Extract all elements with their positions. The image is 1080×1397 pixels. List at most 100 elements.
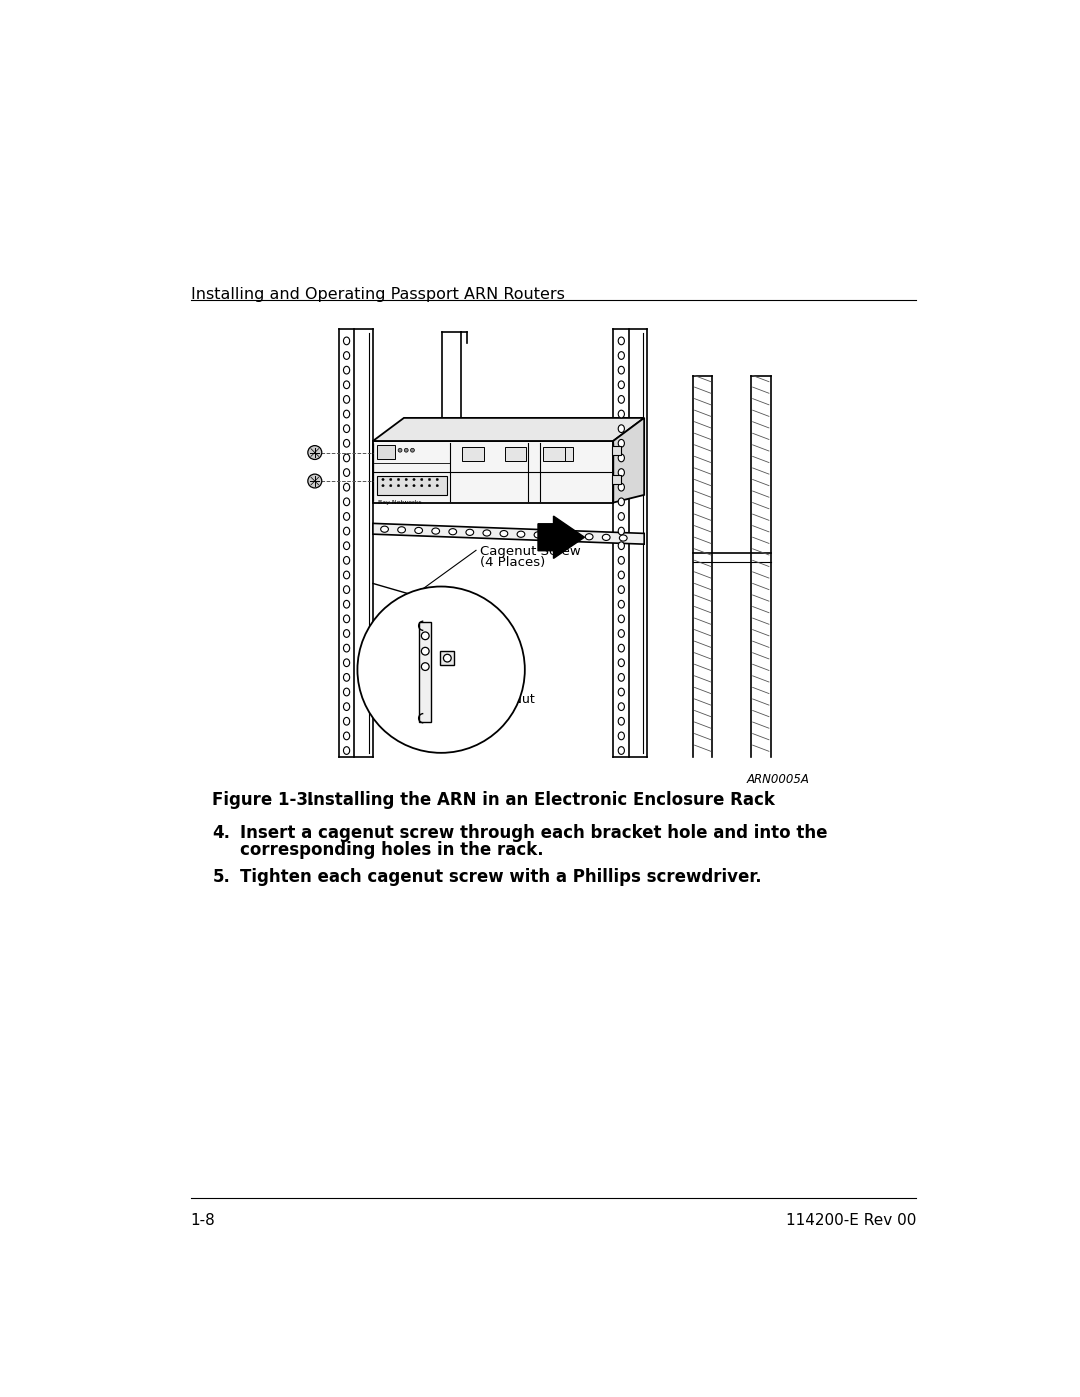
Text: Use Cage Nut: Use Cage Nut [449,693,535,705]
Ellipse shape [618,411,624,418]
Circle shape [413,478,415,481]
Circle shape [382,485,384,486]
Ellipse shape [618,337,624,345]
Bar [419,622,431,722]
Ellipse shape [618,352,624,359]
Polygon shape [613,418,644,503]
Circle shape [404,448,408,453]
Ellipse shape [618,746,624,754]
Ellipse shape [343,497,350,506]
Text: 114200-E Rev 00: 114200-E Rev 00 [786,1214,916,1228]
Ellipse shape [618,659,624,666]
Ellipse shape [465,529,474,535]
Circle shape [420,478,423,481]
Bar [377,444,394,458]
Text: Installing the ARN in an Electronic Enclosure Rack: Installing the ARN in an Electronic Encl… [307,791,775,809]
Ellipse shape [343,381,350,388]
Ellipse shape [343,644,350,652]
Ellipse shape [618,381,624,388]
Ellipse shape [343,746,350,754]
Text: Rail without: Rail without [396,602,471,615]
Ellipse shape [568,534,576,539]
Text: ARN0005A: ARN0005A [746,773,809,787]
Ellipse shape [535,532,542,538]
Ellipse shape [343,454,350,462]
Ellipse shape [618,703,624,711]
Ellipse shape [585,534,593,539]
Ellipse shape [343,527,350,535]
Ellipse shape [343,352,350,359]
Circle shape [308,474,322,488]
Ellipse shape [551,532,559,539]
Circle shape [382,478,384,481]
Circle shape [429,478,431,481]
Ellipse shape [618,630,624,637]
Ellipse shape [618,673,624,682]
Ellipse shape [432,528,440,534]
Text: Threaded Holes: Threaded Holes [384,613,483,626]
Circle shape [421,647,429,655]
Ellipse shape [618,527,624,535]
Ellipse shape [343,718,350,725]
Bar [504,447,526,461]
Ellipse shape [343,571,350,578]
Ellipse shape [618,644,624,652]
Ellipse shape [343,703,350,711]
Circle shape [399,448,402,453]
Ellipse shape [343,673,350,682]
Ellipse shape [618,497,624,506]
Circle shape [436,478,438,481]
Ellipse shape [517,531,525,538]
Circle shape [405,485,407,486]
Ellipse shape [343,556,350,564]
Text: 5.: 5. [213,869,230,886]
Ellipse shape [343,732,350,740]
Text: Bay Networks: Bay Networks [378,500,421,504]
Circle shape [390,485,392,486]
Bar [441,651,455,665]
Ellipse shape [380,527,389,532]
Ellipse shape [618,542,624,549]
Bar [462,447,484,461]
Ellipse shape [618,689,624,696]
Text: 4.: 4. [213,824,230,841]
Circle shape [357,587,525,753]
Circle shape [397,478,400,481]
Ellipse shape [618,718,624,725]
Ellipse shape [343,425,350,433]
Circle shape [429,485,431,486]
Ellipse shape [500,531,508,536]
Ellipse shape [618,571,624,578]
Bar [373,441,613,503]
Circle shape [390,478,392,481]
Circle shape [420,485,423,486]
Ellipse shape [343,440,350,447]
Ellipse shape [618,585,624,594]
Bar [551,447,572,461]
Ellipse shape [449,528,457,535]
Polygon shape [373,524,644,545]
Text: Insert a cagenut screw through each bracket hole and into the: Insert a cagenut screw through each brac… [240,824,827,841]
Ellipse shape [343,601,350,608]
Text: (4 Places): (4 Places) [480,556,545,569]
Ellipse shape [343,585,350,594]
Circle shape [308,446,322,460]
Polygon shape [373,418,644,441]
Circle shape [397,485,400,486]
Ellipse shape [618,425,624,433]
Ellipse shape [618,440,624,447]
Circle shape [436,485,438,486]
Bar [543,447,565,461]
Text: Tighten each cagenut screw with a Phillips screwdriver.: Tighten each cagenut screw with a Philli… [240,869,761,886]
Text: 1-8: 1-8 [191,1214,216,1228]
Ellipse shape [343,395,350,404]
Bar [611,475,621,485]
Text: Figure 1-3.: Figure 1-3. [213,791,315,809]
Bar [611,446,621,455]
Ellipse shape [343,659,350,666]
Circle shape [421,631,429,640]
Ellipse shape [618,469,624,476]
Ellipse shape [343,689,350,696]
Ellipse shape [619,535,627,541]
Ellipse shape [618,483,624,490]
